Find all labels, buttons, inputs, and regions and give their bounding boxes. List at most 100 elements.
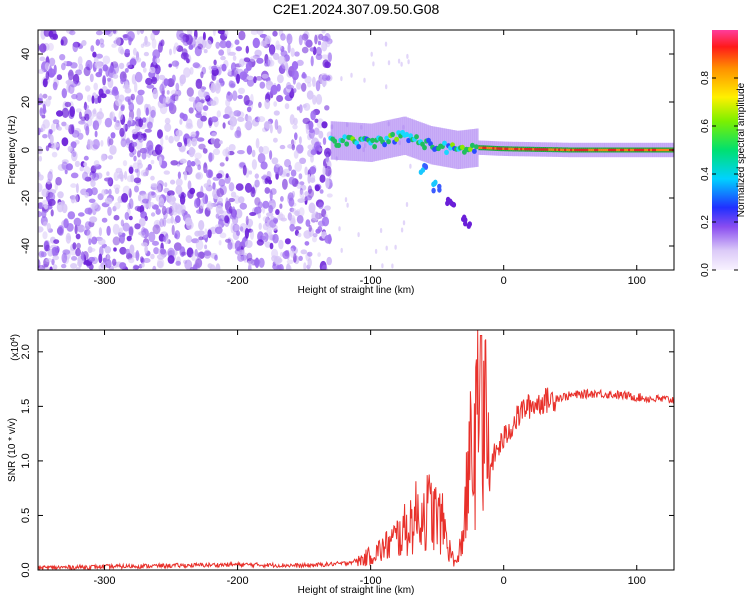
noise-speckle (152, 265, 157, 270)
signal-cell (640, 148, 643, 152)
noise-speckle (196, 191, 205, 198)
branch-cell (420, 167, 426, 173)
noise-speckle (134, 168, 139, 173)
noise-speckle (94, 98, 99, 104)
noise-speckle (61, 161, 68, 170)
noise-speckle (274, 119, 279, 130)
noise-speckle (83, 104, 90, 110)
noise-speckle (75, 266, 81, 270)
signal-cell (654, 148, 656, 152)
noise-speckle (230, 83, 236, 88)
noise-speckle (186, 220, 194, 230)
noise-speckle (230, 62, 237, 72)
noise-speckle (57, 225, 64, 236)
noise-speckle (314, 141, 321, 151)
noise-speckle (309, 47, 315, 52)
noise-speckle (314, 184, 320, 192)
noise-speckle (234, 208, 243, 219)
noise-speckle (261, 235, 267, 241)
noise-speckle (229, 116, 238, 127)
noise-speckle (149, 66, 156, 74)
noise-speckle (284, 159, 291, 168)
signal-cell (638, 148, 641, 152)
noise-speckle (133, 155, 137, 162)
noise-speckle (171, 74, 176, 83)
noise-speckle (159, 83, 165, 94)
noise-speckle (150, 32, 156, 41)
noise-speckle (122, 84, 130, 90)
noise-speckle (299, 189, 305, 199)
noise-speckle (307, 82, 312, 88)
noise-speckle (310, 149, 317, 156)
signal-halo-cell (362, 123, 365, 162)
noise-speckle (195, 171, 204, 180)
noise-speckle (219, 140, 223, 145)
noise-speckle (174, 215, 181, 224)
noise-speckle (81, 40, 87, 46)
noise-speckle (258, 222, 262, 230)
noise-speckle (139, 30, 145, 34)
noise-speckle (261, 145, 270, 155)
noise-speckle (144, 215, 148, 222)
noise-speckle (184, 259, 193, 270)
noise-speckle (83, 162, 88, 167)
noise-speckle (78, 120, 86, 125)
noise-speckle (175, 178, 183, 187)
noise-speckle (92, 120, 100, 131)
signal-core (328, 129, 674, 155)
noise-speckle (171, 60, 180, 67)
colorbar-tick-label: 0.4 (700, 167, 711, 181)
noise-speckle (200, 115, 207, 122)
noise-speckle (409, 163, 412, 169)
noise-speckle (140, 61, 146, 68)
noise-speckle (75, 233, 81, 240)
noise-speckle (57, 191, 64, 199)
noise-speckle (218, 240, 222, 246)
noise-speckle (372, 61, 375, 67)
signal-cell (570, 148, 573, 152)
noise-speckle (294, 210, 300, 216)
signal-cell (494, 147, 497, 150)
noise-speckle (183, 67, 191, 78)
noise-speckle (150, 183, 158, 188)
noise-speckle (298, 207, 305, 217)
signal-cell (518, 147, 521, 151)
noise-speckle (156, 254, 165, 260)
noise-speckle (219, 184, 227, 196)
noise-speckle (142, 41, 151, 47)
noise-speckle (232, 90, 238, 101)
noise-speckle (202, 31, 206, 41)
noise-speckle (346, 202, 349, 208)
noise-speckle (308, 202, 316, 214)
branch-cell (431, 187, 436, 194)
signal-cell (602, 148, 605, 152)
noise-speckle (203, 183, 209, 189)
signal-cell (526, 148, 529, 151)
noise-speckle (93, 160, 100, 167)
noise-speckle (243, 95, 250, 106)
noise-speckle (226, 45, 231, 56)
signal-cell (656, 148, 658, 152)
noise-speckle (168, 63, 172, 68)
noise-speckle (84, 101, 87, 111)
noise-speckle (63, 218, 69, 229)
noise-speckle (38, 155, 43, 162)
noise-speckle (120, 48, 125, 55)
noise-speckle (41, 123, 46, 132)
noise-speckle (64, 101, 72, 108)
svg-text:(x104): (x104) (10, 334, 22, 361)
branch-cell (437, 187, 442, 193)
noise-speckle (289, 247, 295, 258)
noise-speckle (189, 148, 196, 155)
noise-speckle (286, 173, 290, 177)
noise-speckle (318, 130, 324, 139)
noise-speckle (278, 264, 284, 270)
noise-speckle (170, 215, 174, 224)
noise-speckle (105, 89, 111, 95)
noise-speckle (124, 212, 130, 220)
signal-cell (628, 148, 631, 152)
noise-speckle (42, 221, 48, 227)
noise-speckle (73, 194, 79, 204)
noise-speckle (291, 208, 297, 214)
signal-halo-cell (434, 126, 437, 166)
